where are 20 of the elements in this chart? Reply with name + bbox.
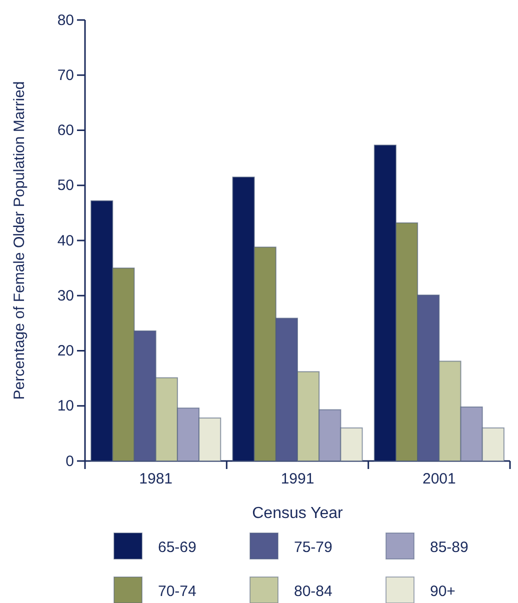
x-axis-title: Census Year	[252, 505, 344, 522]
y-tick-label: 70	[57, 66, 74, 84]
y-tick-label: 20	[57, 342, 74, 360]
y-tick-label: 30	[57, 287, 74, 304]
x-tick-label: 1981	[139, 470, 173, 488]
legend-label: 90+	[430, 583, 456, 600]
y-tick-label: 0	[66, 452, 74, 470]
y-tick-label: 50	[57, 177, 74, 194]
legend-label: 65-69	[158, 539, 196, 556]
legend-label: 75-79	[294, 539, 332, 556]
y-tick-label: 40	[57, 232, 74, 250]
x-tick-label: 2001	[422, 470, 456, 488]
y-axis-title: Percentage of Female Older Population Married	[11, 81, 28, 400]
y-tick-label: 80	[57, 12, 74, 29]
legend-label: 80-84	[294, 583, 332, 600]
y-tick-label: 10	[57, 398, 74, 415]
legend-label: 85-89	[430, 539, 468, 556]
x-tick-label: 1991	[280, 470, 314, 488]
y-tick-label: 60	[57, 122, 74, 140]
legend-label: 70-74	[158, 583, 196, 600]
